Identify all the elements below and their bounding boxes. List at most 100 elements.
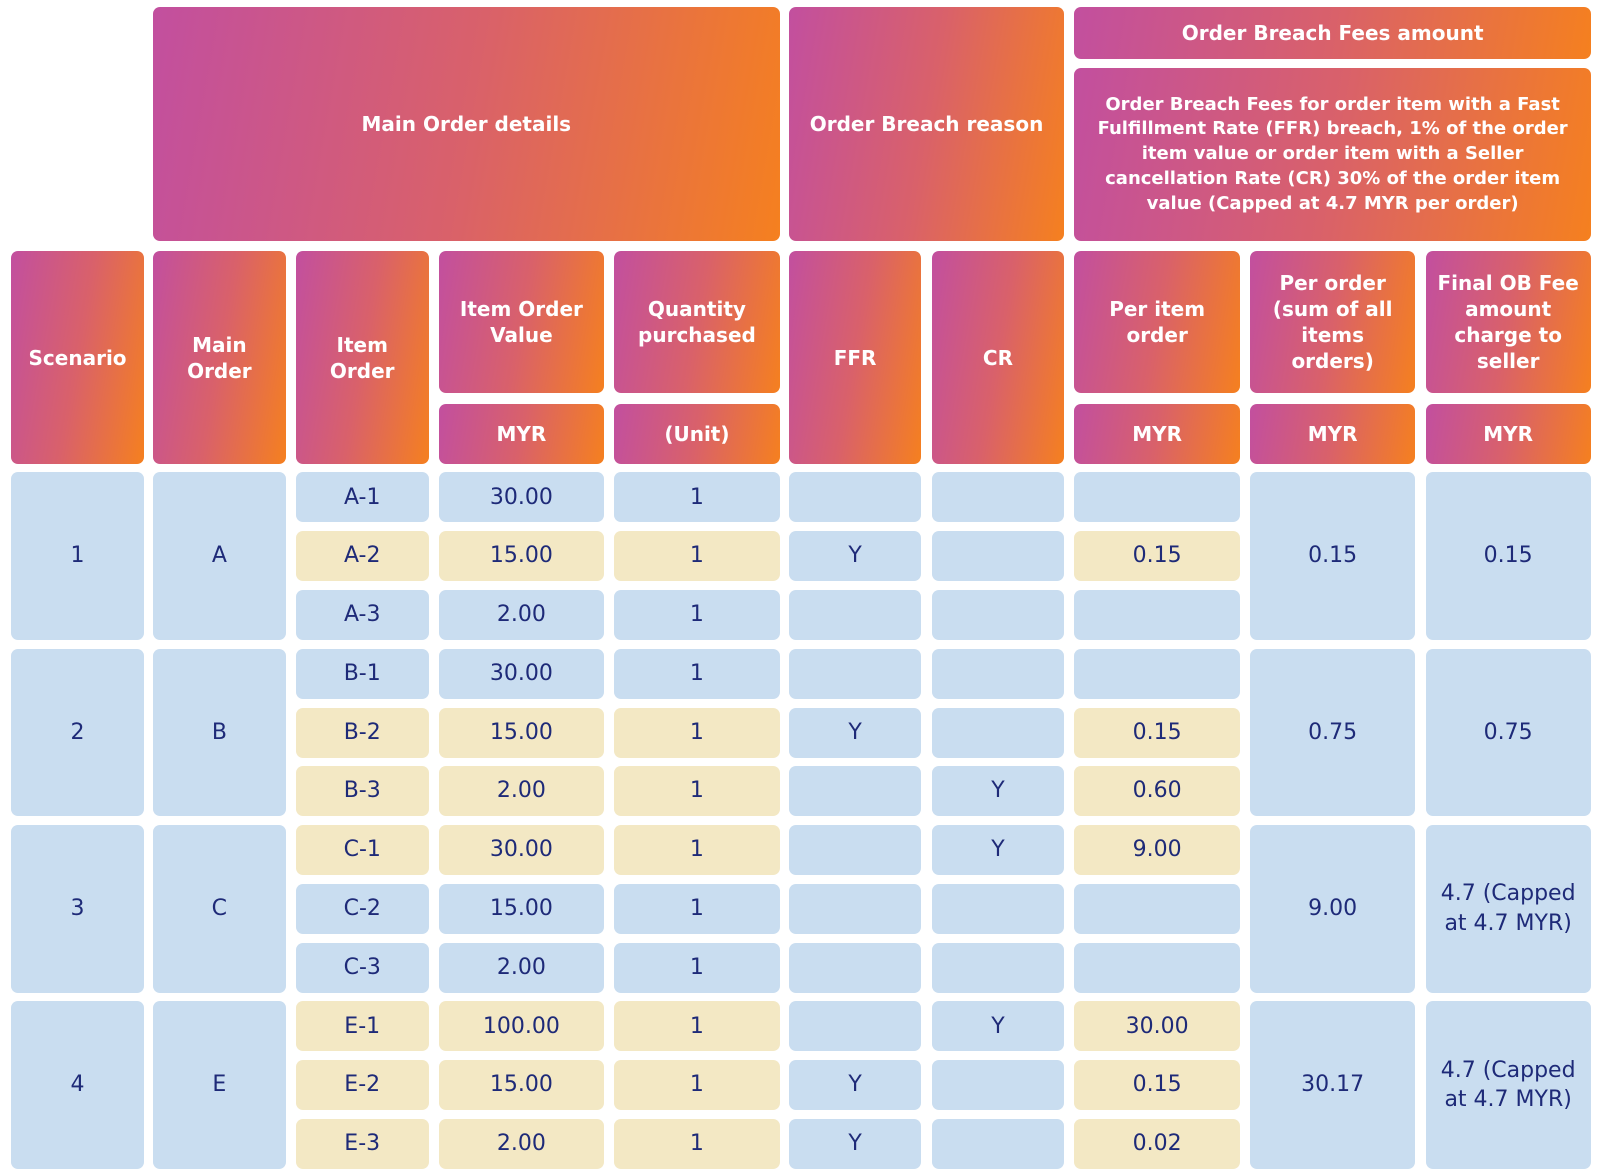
cell-cr	[931, 1118, 1065, 1169]
column-unit: MYR	[1074, 404, 1240, 465]
cell-per-item	[1074, 472, 1240, 523]
column-header: Per order (sum of all items orders)	[1250, 251, 1416, 393]
column-header: FFR	[788, 251, 922, 465]
cell-item: E-2	[295, 1060, 429, 1111]
cell-item: C-3	[295, 942, 429, 993]
cell-per-item	[1074, 942, 1240, 993]
cell-value: 15.00	[438, 883, 605, 934]
cell-item: A-3	[295, 590, 429, 640]
group-header: Main Order details	[153, 7, 780, 241]
cell-per-item: 0.15	[1074, 531, 1240, 582]
cell-quantity: 1	[614, 942, 780, 993]
cell-final-fee: 4.7 (Capped at 4.7 MYR)	[1425, 1001, 1591, 1169]
cell-value: 30.00	[438, 825, 605, 876]
cell-value: 2.00	[438, 942, 605, 993]
cell-cr	[931, 883, 1065, 934]
cell-quantity: 1	[614, 883, 780, 934]
cell-item: B-2	[295, 707, 429, 758]
cell-ffr	[788, 883, 922, 934]
column-header: Per item order	[1074, 251, 1240, 393]
cell-final-fee: 0.75	[1425, 648, 1591, 817]
group-header: Order Breach Fees amount	[1074, 7, 1591, 60]
cell-item: A-1	[295, 472, 429, 523]
cell-quantity: 1	[614, 707, 780, 758]
cell-quantity: 1	[614, 531, 780, 582]
cell-main-order: B	[153, 648, 286, 817]
group-header: Order Breach reason	[788, 7, 1065, 241]
cell-per-item: 0.02	[1074, 1118, 1240, 1169]
cell-ffr	[788, 825, 922, 876]
column-header: Main Order	[153, 251, 286, 465]
cell-value: 2.00	[438, 1118, 605, 1169]
cell-main-order: C	[153, 825, 286, 993]
cell-cr	[931, 590, 1065, 640]
cell-value: 30.00	[438, 648, 605, 699]
cell-ffr: Y	[788, 1118, 922, 1169]
column-unit: MYR	[438, 404, 605, 465]
cell-item: E-3	[295, 1118, 429, 1169]
cell-cr	[931, 707, 1065, 758]
column-header: CR	[931, 251, 1065, 465]
cell-ffr: Y	[788, 707, 922, 758]
cell-per-order: 0.15	[1250, 472, 1416, 640]
cell-final-fee: 0.15	[1425, 472, 1591, 640]
cell-ffr	[788, 648, 922, 699]
cell-ffr	[788, 766, 922, 817]
cell-per-order: 9.00	[1250, 825, 1416, 993]
cell-value: 15.00	[438, 531, 605, 582]
cell-per-item: 9.00	[1074, 825, 1240, 876]
cell-per-order: 30.17	[1250, 1001, 1416, 1169]
cell-quantity: 1	[614, 825, 780, 876]
cell-quantity: 1	[614, 1118, 780, 1169]
cell-ffr	[788, 590, 922, 640]
cell-quantity: 1	[614, 1001, 780, 1052]
cell-ffr: Y	[788, 531, 922, 582]
cell-quantity: 1	[614, 590, 780, 640]
cell-per-item	[1074, 648, 1240, 699]
cell-scenario: 4	[11, 1001, 144, 1169]
cell-value: 30.00	[438, 472, 605, 523]
column-unit: (Unit)	[614, 404, 780, 465]
cell-main-order: E	[153, 1001, 286, 1169]
cell-item: C-2	[295, 883, 429, 934]
cell-quantity: 1	[614, 648, 780, 699]
cell-item: A-2	[295, 531, 429, 582]
column-header: Scenario	[11, 251, 144, 465]
cell-per-item: 0.60	[1074, 766, 1240, 817]
cell-per-item: 0.15	[1074, 707, 1240, 758]
cell-quantity: 1	[614, 472, 780, 523]
cell-item: E-1	[295, 1001, 429, 1052]
cell-value: 100.00	[438, 1001, 605, 1052]
cell-cr: Y	[931, 766, 1065, 817]
cell-item: B-1	[295, 648, 429, 699]
cell-value: 15.00	[438, 1060, 605, 1111]
cell-cr	[931, 942, 1065, 993]
cell-ffr	[788, 942, 922, 993]
cell-per-item	[1074, 590, 1240, 640]
cell-final-fee: 4.7 (Capped at 4.7 MYR)	[1425, 825, 1591, 993]
cell-value: 15.00	[438, 707, 605, 758]
column-header: Item Order	[295, 251, 429, 465]
cell-cr	[931, 1060, 1065, 1111]
column-header: Quantity purchased	[614, 251, 780, 393]
cell-item: C-1	[295, 825, 429, 876]
cell-scenario: 1	[11, 472, 144, 640]
cell-quantity: 1	[614, 766, 780, 817]
cell-per-item: 30.00	[1074, 1001, 1240, 1052]
cell-value: 2.00	[438, 766, 605, 817]
cell-value: 2.00	[438, 590, 605, 640]
cell-quantity: 1	[614, 1060, 780, 1111]
cell-ffr	[788, 472, 922, 523]
cell-per-item: 0.15	[1074, 1060, 1240, 1111]
cell-scenario: 3	[11, 825, 144, 993]
cell-item: B-3	[295, 766, 429, 817]
cell-ffr	[788, 1001, 922, 1052]
cell-per-item	[1074, 883, 1240, 934]
group-description: Order Breach Fees for order item with a …	[1074, 68, 1591, 241]
column-unit: MYR	[1425, 404, 1591, 465]
cell-scenario: 2	[11, 648, 144, 817]
column-header: Item Order Value	[438, 251, 605, 393]
cell-ffr: Y	[788, 1060, 922, 1111]
cell-cr	[931, 531, 1065, 582]
